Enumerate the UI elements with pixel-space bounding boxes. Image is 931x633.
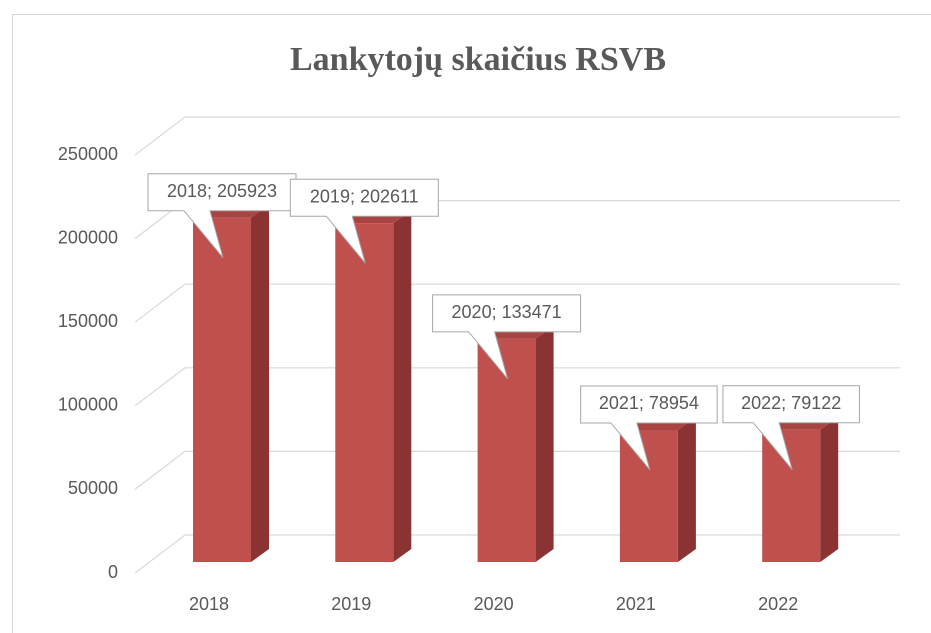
x-tick-label: 2020 bbox=[474, 594, 514, 614]
grid-line bbox=[134, 283, 900, 323]
bar-side bbox=[820, 416, 839, 562]
x-tick-label: 2019 bbox=[331, 594, 371, 614]
y-tick-label: 250000 bbox=[58, 144, 118, 164]
x-tick-label: 2022 bbox=[758, 594, 798, 614]
data-label: 2019; 202611 bbox=[310, 186, 419, 206]
bar-side bbox=[251, 204, 269, 562]
data-label-callout bbox=[722, 385, 860, 471]
bar bbox=[477, 338, 536, 562]
data-label: 2018; 205923 bbox=[167, 181, 277, 201]
y-tick-label: 0 bbox=[108, 562, 118, 582]
data-label: 2022; 79122 bbox=[741, 393, 841, 413]
chart-title: Lankytojų skaičius RSVB bbox=[290, 41, 666, 78]
data-label: 2020; 133471 bbox=[452, 302, 562, 322]
y-tick-label: 50000 bbox=[68, 478, 118, 498]
y-tick-label: 100000 bbox=[58, 395, 118, 415]
bar-side bbox=[535, 325, 554, 562]
data-label-callout bbox=[580, 385, 718, 471]
bar-side bbox=[393, 210, 412, 562]
grid-line bbox=[134, 367, 900, 407]
y-tick-label: 200000 bbox=[58, 227, 118, 247]
data-label-callout bbox=[289, 178, 439, 264]
bar bbox=[193, 217, 251, 562]
data-label-callout bbox=[432, 294, 582, 380]
x-tick-label: 2021 bbox=[616, 594, 656, 614]
bar bbox=[762, 429, 821, 562]
bar-side bbox=[677, 416, 696, 562]
x-tick-label: 2018 bbox=[189, 594, 229, 614]
bar bbox=[335, 223, 394, 562]
data-label: 2021; 78954 bbox=[599, 393, 699, 413]
grid-line bbox=[134, 116, 900, 156]
y-tick-label: 150000 bbox=[58, 311, 118, 331]
bar bbox=[619, 429, 678, 562]
